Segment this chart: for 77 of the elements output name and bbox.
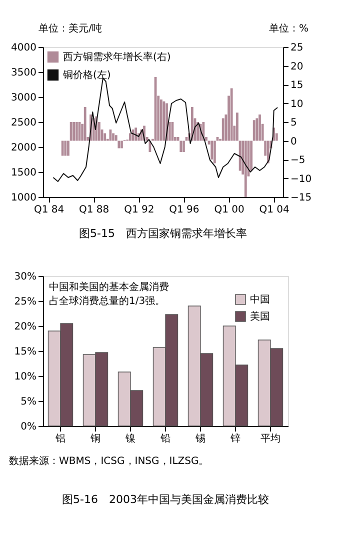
- x-tick-label: 铜: [90, 434, 100, 444]
- x-tick-label: 铅: [160, 434, 170, 444]
- y-tick-label: 1500: [11, 168, 36, 178]
- y-tick-label: 10%: [14, 372, 36, 382]
- text: 图5-15 西方国家铜需求年增长率: [79, 227, 247, 240]
- y-tick-label: 25%: [14, 296, 36, 308]
- x-tick-label: 平均: [260, 432, 280, 444]
- y2-tick-label: −5: [290, 155, 306, 166]
- y2-axis-title: 单位：%: [268, 22, 308, 34]
- bar: [104, 133, 106, 141]
- bar: [75, 122, 78, 141]
- y2-tick-label: 5: [290, 118, 297, 128]
- bar: [61, 140, 64, 156]
- x-tick-label: Q1 04: [259, 204, 290, 216]
- bar: [182, 140, 185, 152]
- y2-tick-label: 10: [290, 98, 304, 110]
- bar: [70, 122, 72, 141]
- bar: [118, 140, 120, 148]
- y2-tick-label: 0: [290, 136, 297, 148]
- y-tick-label: 4000: [11, 42, 36, 54]
- x-tick-label: Q1 96: [169, 204, 200, 216]
- bar: [128, 133, 132, 141]
- y2-tick-label: −15: [290, 192, 312, 204]
- bar: [180, 140, 182, 152]
- x-tick-label: Q1 00: [214, 204, 244, 216]
- bar: [64, 140, 67, 156]
- y-tick-label: 3500: [11, 68, 36, 78]
- bar: [238, 140, 242, 171]
- y-tick-label: 2000: [11, 142, 36, 154]
- x-tick-label: 锡: [194, 434, 206, 444]
- y2-tick-label: 25: [290, 42, 304, 54]
- y-axis-title: 单位：美元/吨: [38, 22, 102, 34]
- bar: [160, 100, 162, 141]
- bar: [120, 140, 123, 148]
- bar: [230, 88, 233, 141]
- legend-label: 铜价格(左): [62, 69, 111, 81]
- y-tick-label: 5%: [20, 396, 36, 408]
- annotation: 中国和美国的基本金属消费占全球消费总量的1/3强。: [49, 281, 169, 307]
- x-tick-label: 铝: [54, 434, 66, 444]
- bar: [210, 140, 214, 160]
- y-tick-label: 2500: [11, 118, 36, 128]
- x-tick-label: Q1 92: [124, 204, 154, 216]
- y-tick-label: 0%: [20, 422, 36, 432]
- bar: [134, 128, 138, 141]
- y-tick-label: 20%: [14, 322, 36, 332]
- legend-label: 美国: [250, 310, 270, 322]
- source-note: 数据来源：WBMS，ICSG，INSG，ILZSG。: [9, 455, 209, 467]
- bar: [222, 118, 224, 141]
- bar: [258, 114, 261, 141]
- bar: [114, 135, 118, 141]
- y-tick-label: 15%: [14, 346, 36, 358]
- bar: [112, 133, 114, 141]
- y-tick-label: 1000: [11, 192, 36, 204]
- y2-tick-label: 20: [290, 61, 304, 72]
- x-tick-label: 镍: [124, 432, 136, 444]
- text: 图5-16 2003年中国与美国金属消费比较: [62, 493, 269, 506]
- bar: [196, 122, 199, 141]
- y-tick-label: 30%: [14, 272, 36, 282]
- x-tick-label: Q1 84: [34, 204, 64, 216]
- legend-label: 西方铜需求年增长率(右): [63, 51, 171, 63]
- bar: [84, 107, 86, 141]
- y2-tick-label: 15: [290, 80, 304, 91]
- y2-tick-label: −10: [290, 174, 312, 185]
- legend-label: 中国: [250, 294, 270, 306]
- bar: [252, 120, 256, 141]
- x-tick-label: Q1 88: [79, 204, 110, 216]
- y-tick-label: 3000: [11, 92, 36, 104]
- bar: [67, 140, 70, 156]
- bar: [190, 107, 194, 141]
- bar: [256, 118, 258, 141]
- x-tick-label: 锌: [230, 432, 240, 444]
- line-series: [52, 78, 278, 182]
- bar: [244, 140, 247, 197]
- bar: [72, 122, 76, 141]
- bar: [213, 140, 216, 164]
- bar: [148, 140, 152, 152]
- bar: [236, 112, 238, 141]
